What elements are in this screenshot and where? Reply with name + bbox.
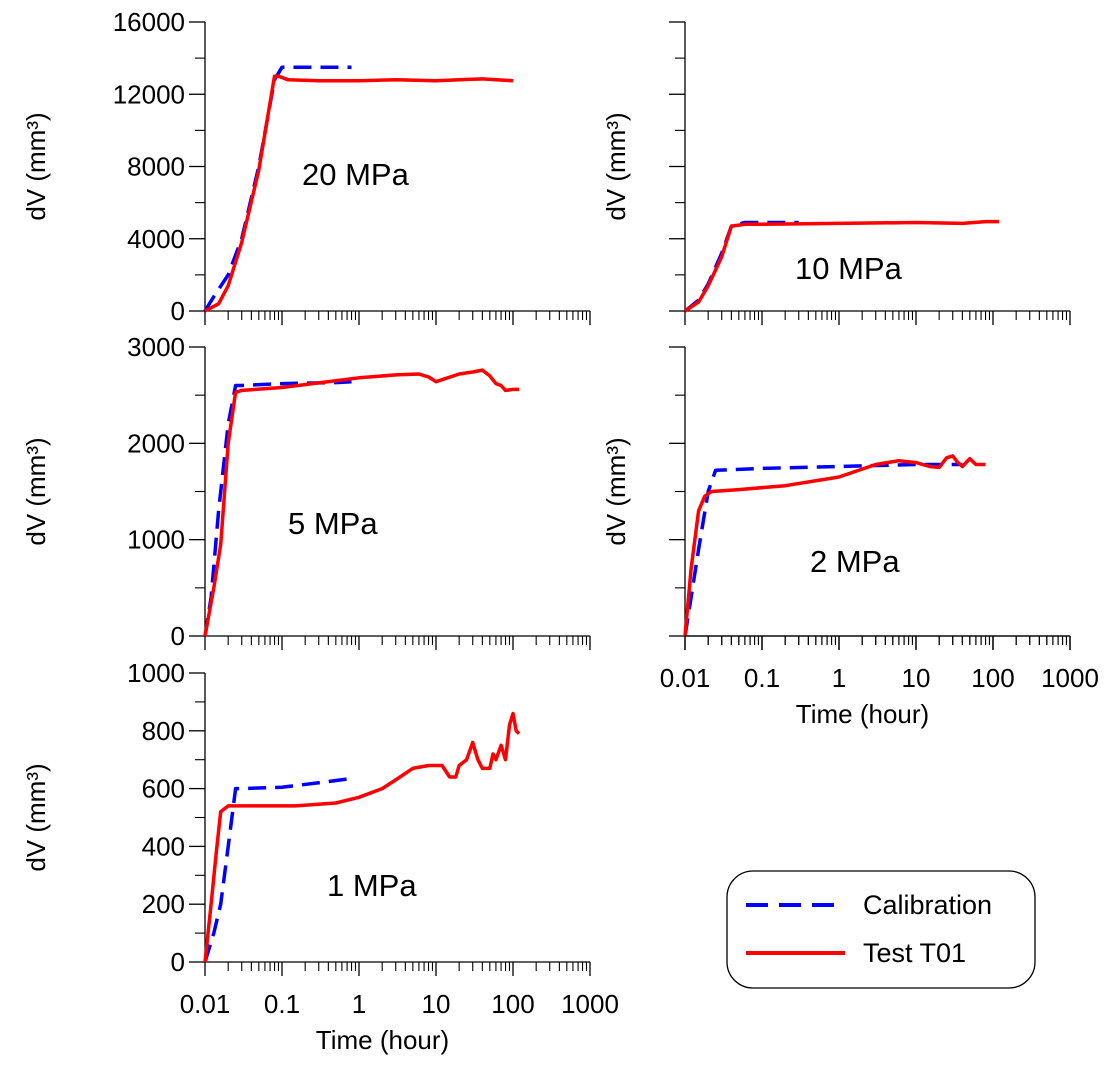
y-tick-label: 200 bbox=[142, 889, 185, 919]
x-tick-label: 0.1 bbox=[264, 989, 300, 1019]
calibration-line bbox=[203, 776, 352, 963]
x-tick-label: 10 bbox=[422, 989, 451, 1019]
y-tick-label: 12000 bbox=[113, 79, 185, 109]
x-tick-label: 100 bbox=[971, 663, 1014, 693]
panel-4: dV (mm³) 2 MPa bbox=[601, 346, 1071, 650]
x-axis: 0.01 0.1 1 10 100 1000 Time (hour) bbox=[180, 961, 619, 1055]
test-t01-line bbox=[203, 711, 521, 963]
panel-pressure-label: 10 MPa bbox=[795, 251, 903, 286]
legend-box bbox=[726, 870, 1036, 989]
y-tick-label: 2000 bbox=[127, 428, 185, 458]
legend: Calibration Test T01 bbox=[726, 870, 1036, 989]
x-axis bbox=[204, 635, 591, 650]
legend-test-label: Test T01 bbox=[863, 938, 966, 968]
x-axis-title: Time (hour) bbox=[796, 699, 929, 729]
legend-calibration-label: Calibration bbox=[863, 890, 992, 920]
x-tick-label: 0.1 bbox=[744, 663, 780, 693]
x-axis bbox=[204, 310, 591, 325]
y-axis: dV (mm³) bbox=[601, 346, 686, 637]
y-axis-title: dV (mm³) bbox=[601, 437, 631, 545]
panel-6: 0.01 0.1 1 10 100 1000 Time (hour) bbox=[660, 635, 1099, 729]
y-tick-label: 600 bbox=[142, 774, 185, 804]
y-tick-label: 0 bbox=[171, 296, 185, 326]
panel-pressure-label: 20 MPa bbox=[302, 157, 410, 192]
y-axis: 0 1000 2000 3000 dV (mm³) bbox=[21, 332, 206, 651]
y-axis-title: dV (mm³) bbox=[601, 112, 631, 220]
y-tick-label: 800 bbox=[142, 716, 185, 746]
x-tick-label: 10 bbox=[902, 663, 931, 693]
x-tick-label: 1000 bbox=[561, 989, 619, 1019]
panel-2: dV (mm³) 10 MPa bbox=[601, 21, 1071, 325]
panel-3: 0 1000 2000 3000 dV (mm³) 5 MPa bbox=[21, 332, 591, 651]
y-tick-label: 8000 bbox=[127, 152, 185, 182]
test-t01-line bbox=[204, 74, 514, 313]
y-tick-label: 16000 bbox=[113, 7, 185, 37]
y-tick-label: 400 bbox=[142, 831, 185, 861]
x-tick-label: 1 bbox=[832, 663, 846, 693]
panel-1: 0 4000 8000 12000 16000 dV (mm³) 20 MPa bbox=[21, 7, 591, 326]
test-t01-line bbox=[683, 454, 986, 637]
y-axis: dV (mm³) bbox=[601, 21, 686, 312]
test-t01-line bbox=[684, 219, 1000, 313]
x-tick-label: 0.01 bbox=[180, 989, 231, 1019]
y-tick-label: 0 bbox=[171, 621, 185, 651]
y-tick-label: 4000 bbox=[127, 224, 185, 254]
x-tick-label: 1000 bbox=[1041, 663, 1099, 693]
panel-pressure-label: 5 MPa bbox=[288, 506, 378, 541]
x-axis: 0.01 0.1 1 10 100 1000 Time (hour) bbox=[660, 635, 1099, 729]
y-axis: 0 4000 8000 12000 16000 dV (mm³) bbox=[21, 7, 206, 326]
x-axis bbox=[684, 635, 1071, 650]
test-t01-line bbox=[203, 368, 520, 637]
x-tick-label: 0.01 bbox=[660, 663, 711, 693]
panel-5: 0.01 0.1 1 10 100 1000 Time (hour) 0 200 400 600 80… bbox=[21, 658, 619, 1055]
y-tick-label: 3000 bbox=[127, 332, 185, 362]
panel-pressure-label: 2 MPa bbox=[810, 544, 900, 579]
x-axis bbox=[684, 310, 1071, 325]
panel-pressure-label: 1 MPa bbox=[327, 868, 417, 903]
x-axis-title: Time (hour) bbox=[316, 1025, 449, 1055]
x-tick-label: 100 bbox=[491, 989, 534, 1019]
x-tick-label: 1 bbox=[352, 989, 366, 1019]
y-axis-title: dV (mm³) bbox=[21, 437, 51, 545]
calibration-line bbox=[683, 462, 963, 637]
y-axis: 0 200 400 600 800 1000 dV (mm³) bbox=[21, 658, 206, 977]
y-axis-title: dV (mm³) bbox=[21, 763, 51, 871]
y-tick-label: 1000 bbox=[127, 525, 185, 555]
y-tick-label: 0 bbox=[171, 947, 185, 977]
y-tick-label: 1000 bbox=[127, 658, 185, 688]
y-axis-title: dV (mm³) bbox=[21, 112, 51, 220]
